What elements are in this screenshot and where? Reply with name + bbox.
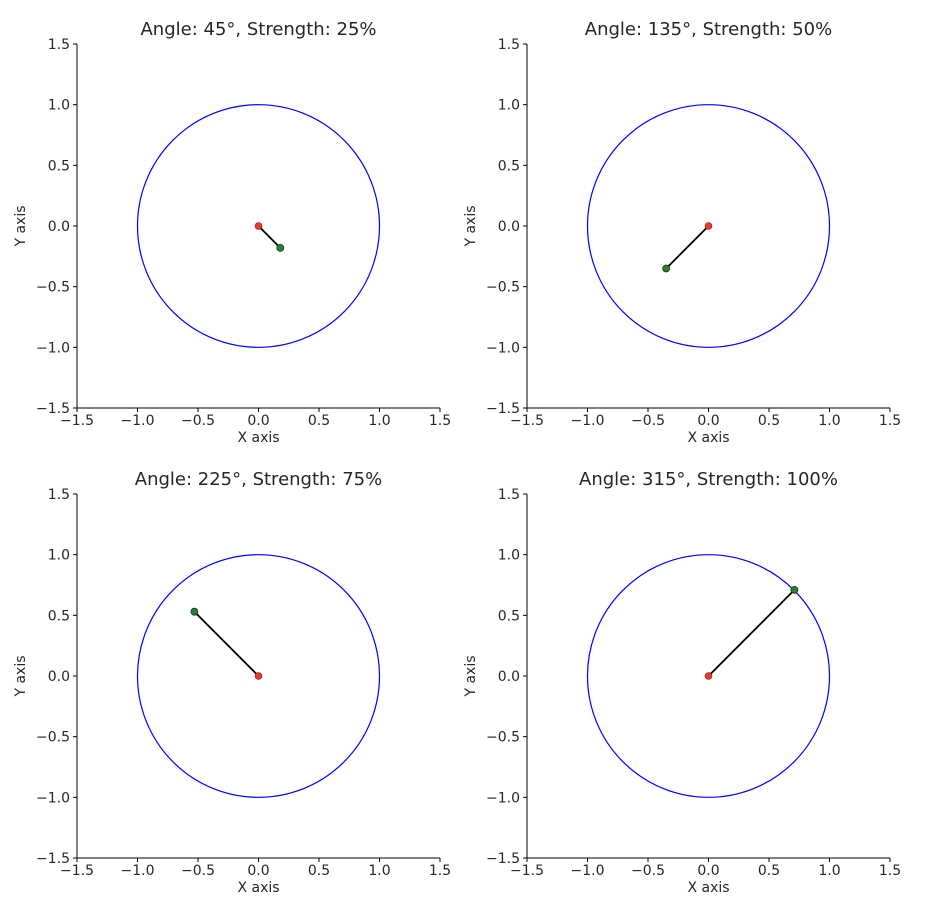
x-tick-label: 0.5 (308, 863, 330, 879)
x-tick-label: 1.5 (879, 413, 901, 429)
y-tick-label: 1.5 (48, 37, 70, 53)
x-tick-label: −0.5 (181, 413, 215, 429)
x-tick-label: 1.0 (368, 863, 390, 879)
y-tick-label: 1.5 (48, 487, 70, 503)
subplot-4: Angle: 315°, Strength: 100% −1.5 −1.0 −0.5 0… (463, 469, 901, 896)
y-tick-label: −1.5 (36, 851, 70, 867)
origin-point (704, 222, 713, 230)
y-tick-label: −1.0 (486, 340, 520, 356)
subplot-title: Angle: 135°, Strength: 50% (585, 19, 832, 40)
y-tick-label: −0.5 (36, 730, 70, 746)
x-tick-label: 1.5 (429, 413, 451, 429)
y-tick-label: 1.5 (498, 487, 520, 503)
y-tick-label: 0.0 (498, 219, 520, 235)
x-axis-label: X axis (237, 880, 279, 896)
x-tick-label: 1.5 (429, 863, 451, 879)
vector-line (193, 611, 260, 677)
y-tick-label: −1.5 (36, 401, 70, 417)
x-tick-label: −0.5 (631, 863, 665, 879)
y-tick-label: 0.5 (48, 608, 70, 624)
y-tick-label: 1.0 (48, 548, 70, 564)
x-tick-label: 0.5 (758, 413, 780, 429)
unit-circle (136, 104, 381, 348)
x-tick-label: −1.0 (571, 413, 605, 429)
y-tick-label: 0.5 (498, 158, 520, 174)
vector-end-point (662, 264, 671, 273)
x-axis-label: X axis (687, 430, 729, 446)
y-tick-label: 1.0 (498, 98, 520, 114)
y-tick-label: −1.0 (36, 790, 70, 806)
x-tick-label: −1.0 (571, 863, 605, 879)
x-tick-label: −0.5 (181, 863, 215, 879)
x-tick-label: −1.0 (121, 413, 155, 429)
x-tick-label: −1.5 (60, 413, 94, 429)
origin-point (704, 672, 713, 680)
subplot-title: Angle: 45°, Strength: 25% (140, 19, 376, 40)
subplot-1: Angle: 45°, Strength: 25% −1.5 −1.0 −0.5 0.0… (13, 19, 451, 446)
x-tick-label: 1.5 (879, 863, 901, 879)
x-tick-label: −1.5 (510, 863, 544, 879)
y-tick-label: 1.5 (498, 37, 520, 53)
subplot-2: Angle: 135°, Strength: 50% −1.5 −1.0 −0.5 0.… (463, 19, 901, 446)
subplot-3: Angle: 225°, Strength: 75% −1.5 −1.0 −0.5 0.… (13, 469, 451, 896)
x-axis-label: X axis (687, 880, 729, 896)
y-tick-label: −1.0 (486, 790, 520, 806)
y-axis-label: Y axis (463, 205, 479, 247)
x-tick-label: −1.0 (121, 863, 155, 879)
unit-circle (586, 554, 831, 798)
y-tick-label: 0.5 (498, 608, 520, 624)
y-axis-label: Y axis (13, 655, 29, 697)
y-tick-label: −0.5 (486, 280, 520, 296)
unit-circle (136, 554, 381, 798)
vector-line (707, 589, 796, 677)
y-axis-label: Y axis (463, 655, 479, 697)
origin-point (254, 672, 263, 680)
x-tick-label: 1.0 (818, 413, 840, 429)
vector-line (257, 225, 281, 249)
vector-line (665, 225, 710, 270)
y-tick-label: −0.5 (486, 730, 520, 746)
x-tick-label: −1.5 (510, 413, 544, 429)
x-tick-label: 0.5 (308, 413, 330, 429)
y-tick-label: 0.5 (48, 158, 70, 174)
x-tick-label: 0.0 (697, 863, 719, 879)
y-tick-label: −1.5 (486, 851, 520, 867)
x-tick-label: 0.5 (758, 863, 780, 879)
x-tick-label: 0.0 (697, 413, 719, 429)
unit-circle (586, 104, 831, 348)
y-tick-label: −1.0 (36, 340, 70, 356)
x-tick-label: 1.0 (368, 413, 390, 429)
vector-end-point (790, 585, 799, 594)
x-tick-label: 0.0 (247, 863, 269, 879)
x-tick-label: −1.5 (60, 863, 94, 879)
y-tick-label: 0.0 (498, 669, 520, 685)
y-tick-label: 0.0 (48, 219, 70, 235)
y-tick-label: 1.0 (498, 548, 520, 564)
x-tick-label: 1.0 (818, 863, 840, 879)
origin-point (254, 222, 263, 230)
y-tick-label: −1.5 (486, 401, 520, 417)
subplot-title: Angle: 315°, Strength: 100% (579, 469, 838, 490)
x-tick-label: −0.5 (631, 413, 665, 429)
y-axis-label: Y axis (13, 205, 29, 247)
vector-end-point (276, 243, 285, 252)
x-tick-label: 0.0 (247, 413, 269, 429)
subplot-title: Angle: 225°, Strength: 75% (135, 469, 382, 490)
y-tick-label: 1.0 (48, 98, 70, 114)
y-tick-label: −0.5 (36, 280, 70, 296)
x-axis-label: X axis (237, 430, 279, 446)
vector-end-point (190, 607, 199, 616)
y-tick-label: 0.0 (48, 669, 70, 685)
